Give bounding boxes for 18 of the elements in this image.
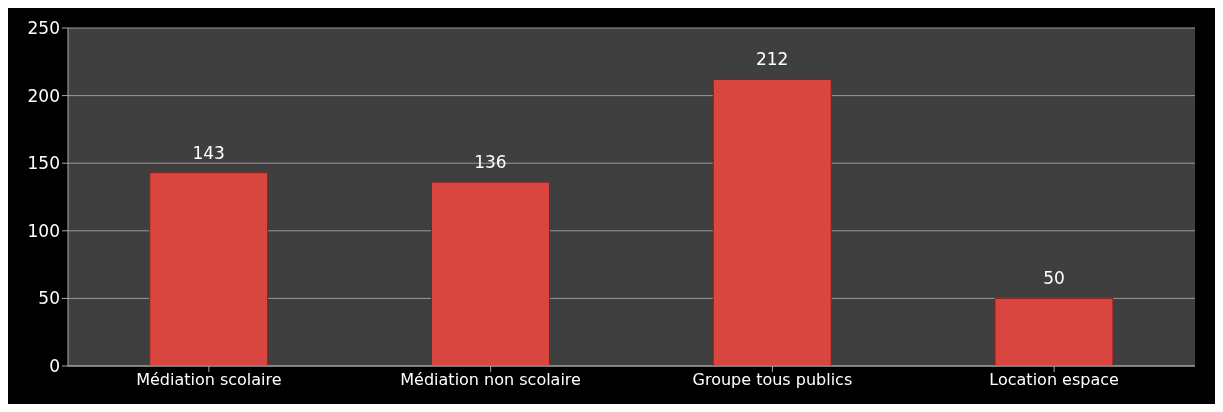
x-tick-label: Médiation scolaire — [136, 370, 282, 390]
y-tick-label: 150 — [27, 153, 60, 174]
y-tick-label: 250 — [27, 18, 60, 39]
y-tick-label: 50 — [38, 288, 60, 309]
data-label: 212 — [755, 49, 789, 70]
x-tick-label: Groupe tous publics — [692, 370, 853, 390]
y-tick-label: 100 — [27, 220, 60, 241]
x-tick-label: Médiation non scolaire — [400, 370, 581, 390]
bar — [994, 297, 1114, 366]
bar — [430, 181, 550, 366]
data-label: 136 — [474, 152, 507, 173]
bar — [149, 172, 269, 366]
y-tick-label: 0 — [49, 356, 60, 377]
data-label: 143 — [192, 142, 225, 163]
bar — [712, 78, 832, 366]
data-label: 50 — [1043, 268, 1065, 289]
x-tick-label: Location espace — [989, 370, 1119, 390]
y-tick-label: 200 — [27, 85, 60, 106]
